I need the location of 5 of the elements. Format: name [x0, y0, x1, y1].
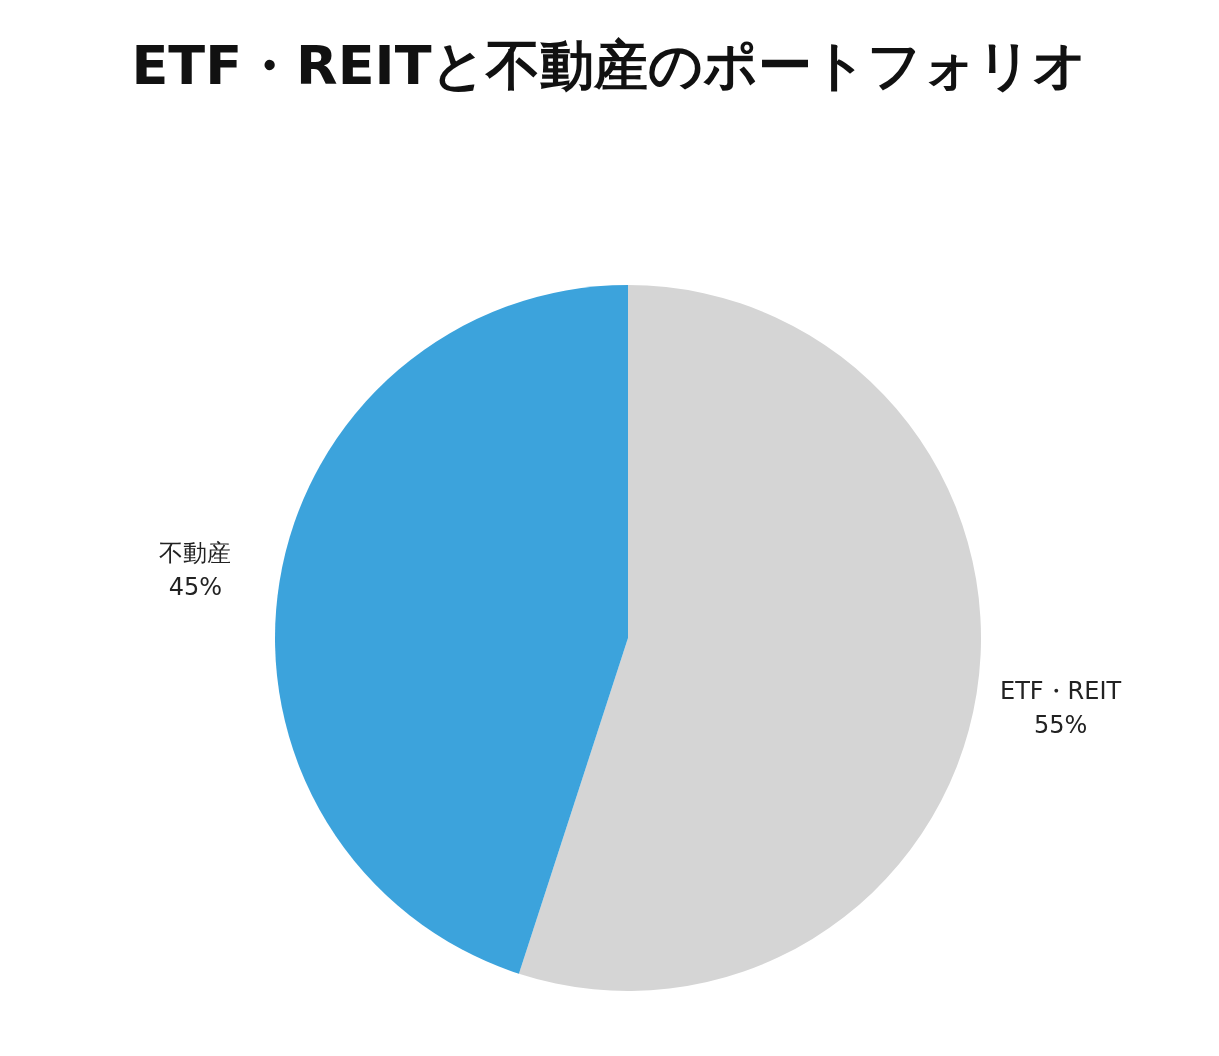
data-label: 55% — [1033, 710, 1088, 739]
slice-label: ETF・REIT — [1000, 676, 1122, 705]
chart-title: ETF・REITと不動産のポートフォリオ — [131, 34, 1088, 97]
data-label: 45% — [168, 573, 223, 602]
slice-label: 不動産 — [159, 539, 232, 568]
